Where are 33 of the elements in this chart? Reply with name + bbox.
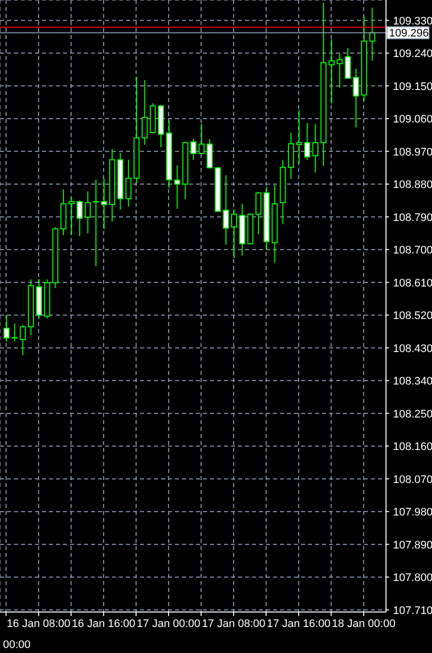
y-tick-label: 108.430 bbox=[393, 342, 432, 355]
y-tick-label: 108.880 bbox=[393, 179, 432, 192]
y-tick-label: 108.610 bbox=[393, 277, 432, 290]
candlestick bbox=[12, 323, 18, 342]
y-tick-label: 107.890 bbox=[393, 539, 432, 552]
y-tick-label: 108.970 bbox=[393, 146, 432, 158]
x-tick-label: 16 Jan 16:00 bbox=[72, 618, 136, 630]
candlestick bbox=[296, 110, 302, 164]
y-tick-label: 107.710 bbox=[393, 604, 432, 617]
candlestick bbox=[68, 198, 75, 236]
y-tick-label: 109.060 bbox=[393, 114, 432, 126]
x-tick-label: 17 Jan 16:00 bbox=[266, 618, 330, 630]
y-tick-label: 108.070 bbox=[393, 474, 432, 486]
y-tick-label: 109.330 bbox=[393, 15, 432, 28]
y-tick-label: 108.790 bbox=[393, 212, 432, 224]
y-tick-label: 108.700 bbox=[393, 244, 432, 257]
y-tick-label: 109.240 bbox=[393, 48, 432, 60]
text: 00:00 bbox=[3, 639, 31, 651]
candlestick bbox=[328, 39, 335, 104]
x-tick-label: 18 Jan 00:00 bbox=[332, 618, 396, 630]
y-tick-label: 108.250 bbox=[393, 408, 432, 420]
y-tick-label: 107.980 bbox=[393, 506, 432, 519]
y-tick-label: 108.340 bbox=[393, 376, 432, 388]
candlestick bbox=[92, 180, 99, 266]
candlestick bbox=[101, 178, 108, 229]
y-tick-label: 107.800 bbox=[393, 572, 432, 584]
y-tick-label: 108.160 bbox=[393, 441, 432, 454]
x-tick-label: 16 Jan 08:00 bbox=[6, 618, 70, 630]
y-tick-label: 109.150 bbox=[393, 80, 432, 93]
x-tick-label: 17 Jan 00:00 bbox=[136, 618, 200, 630]
y-tick-label: 108.520 bbox=[393, 310, 432, 322]
x-tick-label: 17 Jan 08:00 bbox=[202, 618, 266, 630]
ref-line-label: 109.296 bbox=[389, 28, 429, 40]
